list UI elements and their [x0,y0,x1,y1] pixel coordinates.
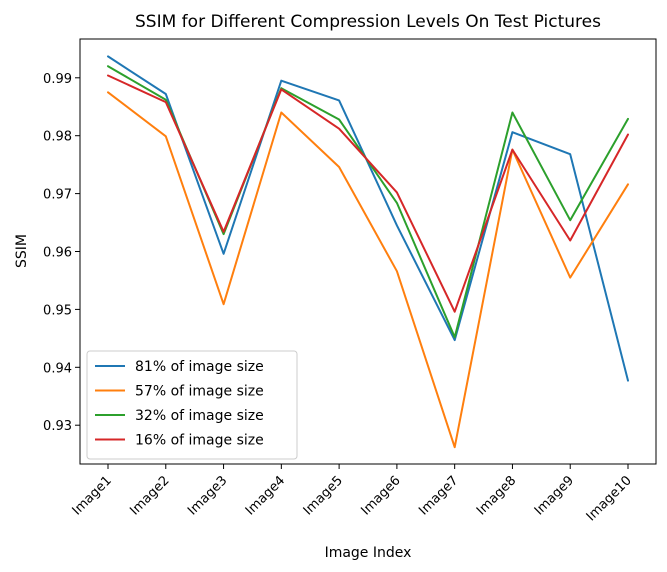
x-tick-label: Image4 [243,473,288,518]
series-line-4 [107,74,629,313]
x-tick-label: Image10 [584,473,635,524]
legend-label: 32% of image size [135,408,264,424]
legend-label: 81% of image size [135,359,264,375]
y-tick-label: 0.97 [43,188,72,203]
legend-label: 57% of image size [135,384,264,400]
y-tick-label: 0.98 [43,130,72,145]
legend-box [86,350,298,460]
x-axis: Image1 Image2 Image3 Image4 Image5 Image6 Imag… [70,464,635,524]
y-tick-label: 0.96 [43,246,72,261]
x-tick-label: Image8 [474,473,519,518]
x-tick-label: Image1 [70,473,115,518]
x-tick-label: Image7 [416,473,461,518]
y-axis-title: SSIM [14,234,30,268]
x-tick-label: Image9 [532,473,577,518]
chart-title: SSIM for Different Compression Levels On… [135,12,601,32]
y-axis: 0.93 0.94 0.95 0.96 0.97 0.98 0.99 [43,72,80,434]
series-line-3 [107,65,629,339]
y-tick-label: 0.95 [43,303,72,318]
y-tick-label: 0.93 [43,419,72,434]
x-axis-title: Image Index [325,545,412,561]
legend: 81% of image size 57% of image size 32% of… [86,350,298,460]
y-tick-label: 0.94 [43,361,72,376]
series-line-2 [107,91,629,449]
x-tick-label: Image2 [127,473,172,518]
x-tick-label: Image5 [301,473,346,518]
legend-label: 16% of image size [135,433,264,449]
y-tick-label: 0.99 [43,72,72,87]
x-tick-label: Image3 [185,473,230,518]
series-group [107,55,629,449]
x-tick-label: Image6 [358,473,403,518]
